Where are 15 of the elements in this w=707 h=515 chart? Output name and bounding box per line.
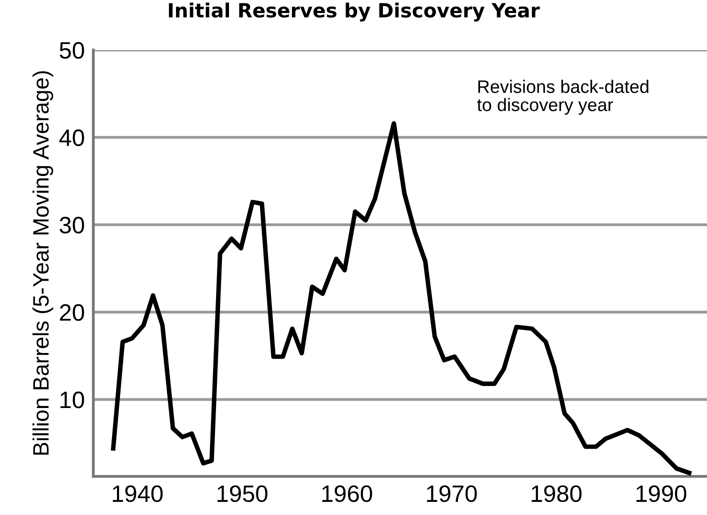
y-tick-label: 40 xyxy=(59,129,84,146)
chart-title: Initial Reserves by Discovery Year xyxy=(168,2,540,22)
x-tick-label: 1970 xyxy=(427,485,477,502)
annotation: Revisions back-dated to discovery year xyxy=(477,80,648,115)
y-tick-label: 50 xyxy=(60,42,84,59)
x-tick-label: 1960 xyxy=(322,485,372,502)
y-tick-label: 30 xyxy=(60,216,84,234)
y-tick-label: 20 xyxy=(60,304,84,321)
x-tick-label: 1980 xyxy=(532,485,582,502)
y-axis-title: Billion Barrels (5-Year Moving Average) xyxy=(32,71,54,455)
x-tick-label: 1940 xyxy=(112,485,163,502)
x-tick-label: 1990 xyxy=(636,485,686,502)
y-tick-label: 10 xyxy=(60,392,84,408)
x-tick-label: 1950 xyxy=(218,485,268,502)
line-series xyxy=(110,121,692,476)
